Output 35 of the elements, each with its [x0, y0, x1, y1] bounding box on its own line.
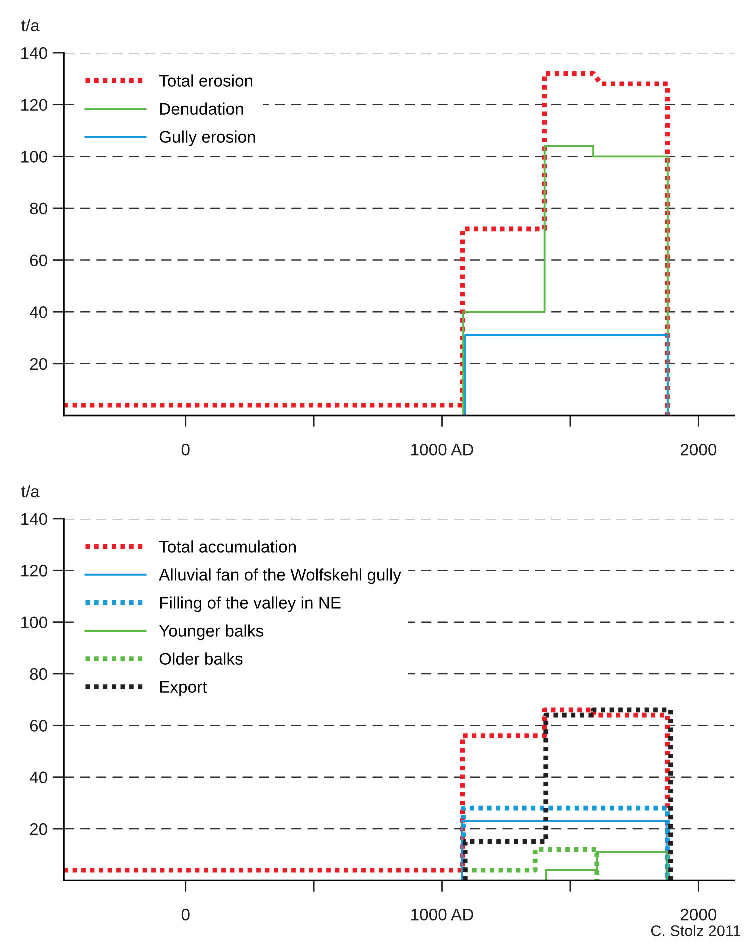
- legend-label: Denudation: [160, 102, 244, 115]
- x-tick-label: 2000: [680, 908, 717, 921]
- y-axis-title: t/a: [22, 485, 40, 498]
- legend-label: Export: [160, 681, 208, 696]
- text: C. Stolz 2011: [651, 925, 741, 936]
- y-tick-label: 80: [30, 668, 48, 680]
- y-tick-label: 20: [30, 823, 48, 836]
- y-tick-label: 60: [30, 254, 48, 266]
- x-tick-label: 0: [182, 908, 190, 921]
- y-axis-title: t/a: [22, 19, 40, 32]
- y-tick-label: 40: [30, 772, 48, 784]
- legend-label: Total erosion: [159, 74, 252, 87]
- y-tick-label: 140: [22, 513, 48, 526]
- legend-label: Older balks: [160, 652, 243, 666]
- y-tick-label: 140: [22, 47, 48, 60]
- y-tick-label: 100: [22, 616, 48, 629]
- y-tick-label: 120: [22, 99, 48, 112]
- y-tick-label: 20: [30, 358, 48, 370]
- y-tick-label: 120: [22, 565, 48, 577]
- y-tick-label: 60: [30, 720, 48, 732]
- y-tick-label: 80: [30, 202, 48, 215]
- x-tick-label: 0: [182, 444, 190, 456]
- legend-label: Total accumulation: [159, 540, 296, 553]
- x-tick-label: 1000 AD: [412, 444, 474, 456]
- y-tick-label: 40: [30, 306, 48, 318]
- legend-label: Filling of the valley in NE: [160, 596, 341, 612]
- line-series: [64, 708, 670, 881]
- legend-label: Alluvial fan of the Wolfskehl gully: [159, 568, 402, 584]
- y-tick-label: 100: [22, 151, 48, 163]
- line-series: [64, 71, 670, 416]
- x-tick-label: 1000 AD: [412, 908, 474, 921]
- x-tick-label: 2000: [680, 444, 717, 456]
- line-series: [462, 708, 674, 881]
- legend-label: Younger balks: [159, 624, 264, 640]
- legend-label: Gully erosion: [160, 130, 256, 146]
